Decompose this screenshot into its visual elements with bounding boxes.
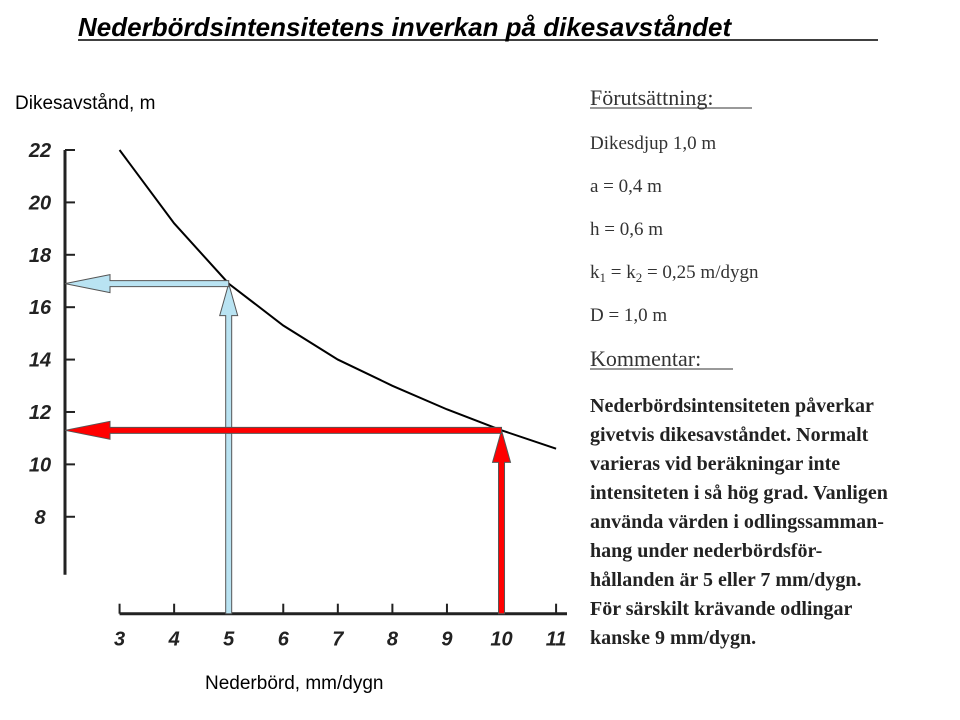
subscript: 2 [636, 270, 643, 285]
reading-arrow-left [64, 273, 230, 294]
x-tick-label: 4 [168, 629, 180, 651]
comment-line: För särskilt krävande odlingar [590, 598, 853, 620]
parameter: h = 0,6 m [590, 219, 663, 240]
y-axis-label: Dikesavstånd, m [15, 93, 155, 114]
parameter: D = 1,0 m [590, 305, 667, 326]
y-tick-label: 14 [29, 350, 51, 372]
reading-arrow-up [491, 428, 512, 615]
comment-line: givetvis dikesavståndet. Normalt [590, 424, 869, 446]
reading-arrow-up [219, 281, 239, 615]
x-tick-label: 5 [223, 629, 235, 651]
y-tick-label: 22 [28, 140, 51, 162]
x-axis-label: Nederbörd, mm/dygn [205, 673, 383, 694]
y-tick-label: 20 [28, 192, 51, 214]
heading: Kommentar: [590, 346, 701, 371]
x-tick-label: 9 [441, 629, 453, 651]
y-tick-label: 12 [29, 402, 51, 424]
comment-line: använda värden i odlingssamman- [590, 511, 884, 533]
reading-arrow-left [64, 420, 503, 440]
slide-title: Nederbördsintensitetens inverkan på dike… [78, 12, 732, 42]
comment-line: intensiteten i så hög grad. Vanligen [590, 482, 888, 504]
curve [118, 149, 557, 450]
x-tick-label: 11 [546, 629, 567, 651]
parameter: Dikesdjup 1,0 m [590, 133, 716, 154]
parameter: a = 0,4 m [590, 176, 662, 197]
y-tick-label: 10 [29, 454, 51, 476]
comment-line: varieras vid beräkningar inte [590, 453, 840, 475]
x-tick-label: 7 [332, 629, 344, 651]
heading: Förutsättning: [590, 85, 713, 110]
text-part: = 0,25 m/dygn [642, 262, 759, 283]
y-tick-label: 16 [29, 297, 52, 319]
text-part: = k [606, 262, 636, 283]
parameter: k1 = k2 = 0,25 m/dygn [590, 262, 759, 285]
comment-line: kanske 9 mm/dygn. [590, 627, 756, 649]
x-tick-label: 10 [490, 629, 512, 651]
chart: 8 10 12 14 16 18 20 22 3 4 5 6 7 8 9 10 11 [28, 140, 567, 651]
x-tick-label: 6 [278, 629, 290, 651]
y-tick-label: 18 [29, 245, 52, 267]
subscript: 1 [600, 270, 607, 285]
comment-line: hang under nederbördsför- [590, 540, 822, 562]
x-tick-label: 3 [114, 629, 125, 651]
comment-line: Nederbördsintensiteten påverkar [590, 395, 874, 417]
text-part: k [590, 262, 600, 283]
x-tick-label: 8 [387, 629, 399, 651]
comment-line: hållanden är 5 eller 7 mm/dygn. [590, 569, 862, 591]
y-tick-label: 8 [34, 507, 46, 529]
